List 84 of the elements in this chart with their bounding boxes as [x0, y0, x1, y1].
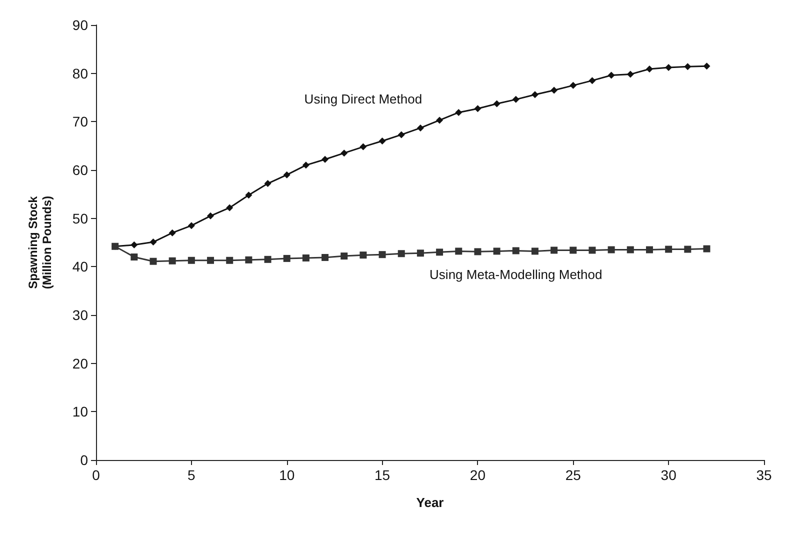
point [436, 116, 444, 124]
point [493, 248, 500, 255]
point [550, 246, 558, 254]
point [340, 252, 348, 260]
point [168, 229, 176, 236]
point [646, 65, 653, 72]
point [130, 254, 138, 260]
y-tick-label: 40 [72, 258, 88, 275]
point [188, 222, 195, 230]
point [302, 162, 310, 169]
point [378, 251, 386, 258]
point [264, 256, 272, 263]
point [436, 248, 444, 256]
point [665, 64, 672, 72]
x-tick-label: 25 [565, 467, 582, 483]
point [455, 248, 462, 255]
x-tick-label: 0 [92, 467, 100, 483]
point [168, 257, 176, 264]
point [665, 246, 672, 253]
point [360, 252, 367, 259]
x-tick-label: 10 [279, 467, 295, 483]
point [322, 156, 329, 163]
series-label: Using Meta-Modelling Method [430, 267, 602, 282]
point [703, 245, 710, 252]
point [264, 180, 272, 188]
point [130, 241, 138, 248]
point [207, 256, 214, 264]
point [626, 70, 634, 78]
point [416, 250, 424, 257]
point [684, 63, 692, 70]
y-tick-label: 90 [72, 17, 88, 33]
point [360, 143, 367, 150]
point [416, 124, 424, 132]
point [398, 250, 405, 258]
point [207, 212, 214, 220]
point [493, 100, 500, 108]
point [588, 77, 596, 84]
x-tick-label: 35 [756, 467, 772, 483]
x-tick-label: 30 [660, 467, 677, 483]
point [531, 91, 538, 98]
point [378, 138, 386, 144]
point [608, 246, 615, 254]
point [322, 254, 329, 261]
point [474, 105, 482, 112]
point [626, 246, 634, 254]
point [512, 96, 520, 103]
point [302, 254, 310, 262]
point [245, 192, 252, 199]
series-label: Using Direct Method [304, 91, 422, 106]
point [283, 254, 290, 262]
y-tick-label: 0 [80, 452, 88, 468]
point [245, 256, 252, 264]
point [512, 247, 520, 254]
point [684, 246, 692, 253]
y-tick-label: 50 [72, 210, 88, 226]
point [608, 72, 615, 79]
point [646, 246, 653, 254]
y-axis-title: Spawning Stock (Million Pounds) [26, 196, 54, 290]
point [455, 108, 462, 116]
point [550, 86, 558, 94]
y-tick-label: 80 [72, 65, 88, 82]
point [283, 171, 290, 178]
y-tick-label: 30 [72, 307, 88, 323]
point [226, 204, 234, 212]
x-axis-title: Year [416, 495, 444, 510]
y-tick-label: 10 [72, 404, 88, 420]
point [588, 246, 596, 254]
x-tick-label: 15 [374, 467, 390, 483]
point [150, 258, 157, 265]
point [226, 256, 234, 264]
point [398, 131, 405, 138]
point [570, 82, 577, 89]
point [474, 248, 482, 256]
y-tick-label: 60 [72, 162, 88, 178]
point [188, 256, 195, 264]
y-tick-label: 70 [72, 114, 88, 130]
y-tick-label: 20 [72, 355, 88, 372]
x-tick-label: 20 [470, 467, 486, 483]
x-tick-label: 5 [188, 467, 196, 483]
point [531, 248, 538, 255]
point [570, 246, 577, 254]
point [150, 238, 157, 246]
point [340, 150, 348, 157]
point [703, 62, 710, 70]
